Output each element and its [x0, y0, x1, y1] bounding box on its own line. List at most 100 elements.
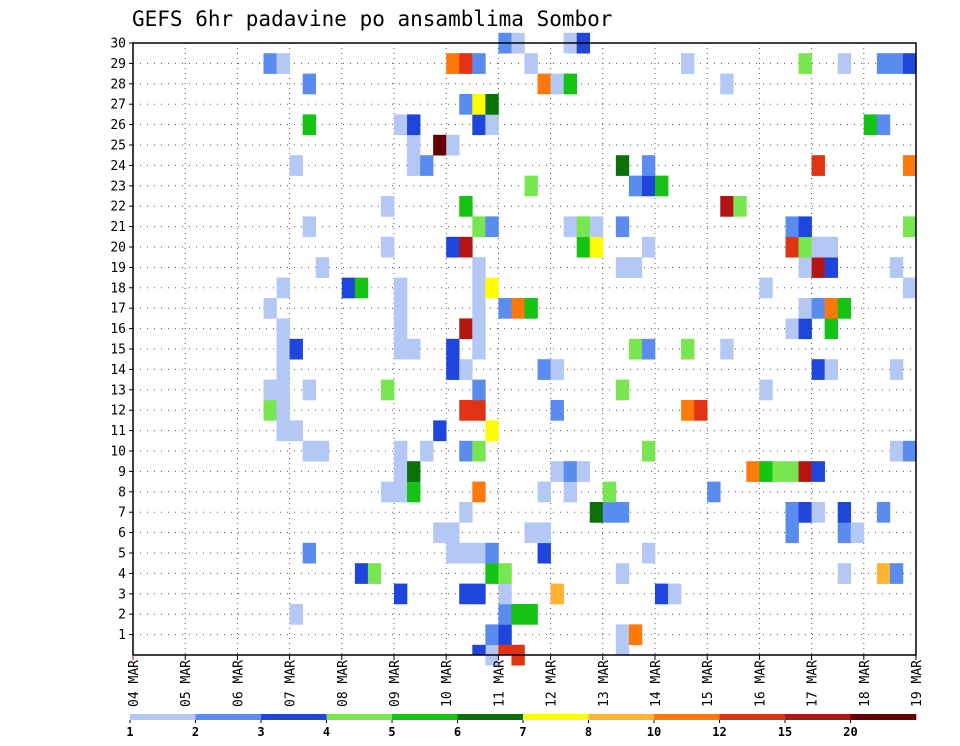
- heatmap-cell: [367, 563, 382, 584]
- heatmap-cell: [276, 53, 290, 74]
- heatmap-cell: [302, 216, 316, 238]
- heatmap-cell: [394, 298, 408, 319]
- heatmap-cell: [485, 277, 499, 299]
- heatmap-cell: [576, 216, 591, 238]
- heatmap-cell: [837, 298, 852, 319]
- heatmap-cell: [276, 318, 290, 340]
- heatmap-cell: [302, 114, 316, 136]
- y-tick-label: 23: [110, 179, 126, 194]
- heatmap-cell: [785, 502, 799, 523]
- heatmap-cell: [550, 73, 564, 95]
- heatmap-cell: [394, 318, 408, 340]
- heatmap-cell: [276, 379, 290, 401]
- heatmap-cell: [811, 236, 825, 258]
- heatmap-cell: [550, 359, 564, 380]
- color-legend: 1 2 3 4 5 6 7 8 10 12 15 20: [126, 714, 917, 739]
- heatmap-cell: [394, 338, 408, 360]
- heatmap-cell: [485, 114, 499, 136]
- chart-title: GEFS 6hr padavine po ansamblima Sombor: [132, 7, 612, 31]
- heatmap-cell: [889, 563, 904, 584]
- heatmap-cell: [707, 481, 721, 503]
- heatmap-cell: [615, 257, 630, 278]
- x-tick-label: 18 MAR: [858, 660, 873, 707]
- x-tick-label: 15 MAR: [701, 660, 716, 707]
- heatmap-cell: [876, 53, 891, 74]
- x-tick-label: 11 MAR: [492, 660, 507, 707]
- legend-label: 7: [519, 725, 526, 739]
- heatmap-cell: [641, 155, 656, 176]
- heatmap-cell-edge: [498, 644, 512, 655]
- y-tick-label: 8: [118, 485, 126, 500]
- heatmap-cell: [472, 277, 486, 299]
- heatmap-cell: [863, 114, 878, 136]
- legend-label: 10: [647, 725, 661, 739]
- heatmap-cell: [615, 624, 630, 646]
- heatmap-cell: [720, 196, 734, 217]
- y-tick-label: 25: [110, 139, 126, 154]
- heatmap-cell: [628, 175, 643, 197]
- heatmap-cell: [681, 400, 695, 421]
- heatmap-cell: [380, 379, 395, 401]
- x-tick-label: 19 MAR: [910, 660, 925, 707]
- heatmap-cell: [798, 502, 812, 523]
- legend-label: 8: [585, 725, 592, 739]
- y-tick-label: 19: [110, 261, 126, 276]
- heatmap-cell: [824, 236, 838, 258]
- heatmap-cell: [407, 114, 421, 136]
- heatmap-cell: [785, 318, 799, 340]
- x-tick-label: 13 MAR: [597, 660, 612, 707]
- legend-label: 3: [257, 725, 264, 739]
- heatmap-cell: [615, 155, 630, 176]
- heatmap-cell: [394, 583, 408, 605]
- heatmap-cell: [798, 298, 812, 319]
- heatmap-cell: [524, 298, 538, 319]
- heatmap-cell: [524, 53, 538, 74]
- y-tick-label: 3: [118, 587, 126, 602]
- heatmap-cell: [276, 338, 290, 360]
- heatmap-cell: [759, 461, 773, 482]
- heatmap-cell: [889, 53, 904, 74]
- heatmap-cell: [524, 604, 538, 625]
- heatmap-cell: [472, 216, 486, 238]
- x-tick-label: 16 MAR: [753, 660, 768, 707]
- y-tick-label: 20: [110, 241, 126, 256]
- heatmap-cell: [785, 461, 799, 482]
- heatmap-cell: [354, 563, 369, 584]
- x-tick-label: 05 MAR: [179, 660, 194, 707]
- heatmap-cell: [302, 440, 316, 462]
- heatmap-cell: [785, 522, 799, 544]
- legend-swatch: [523, 714, 589, 720]
- heatmap-cell: [472, 379, 486, 401]
- legend-swatch: [850, 714, 917, 720]
- grid-lines: [133, 43, 916, 655]
- heatmap-cell: [276, 277, 290, 299]
- heatmap-cell-edge: [615, 644, 630, 655]
- heatmap-cell: [563, 73, 577, 95]
- heatmap-cell: [681, 338, 695, 360]
- heatmap-cell: [511, 298, 525, 319]
- legend-label: 5: [388, 725, 395, 739]
- heatmap-cell: [837, 522, 852, 544]
- heatmap-cell: [459, 440, 473, 462]
- heatmap-cell: [446, 53, 460, 74]
- heatmap-cell-edge: [472, 644, 486, 655]
- legend-swatch: [588, 714, 655, 720]
- y-tick-label: 10: [110, 445, 126, 460]
- heatmap-cell: [537, 481, 551, 503]
- heatmap-cell: [446, 542, 460, 564]
- heatmap-cell: [850, 522, 865, 544]
- y-tick-label: 26: [110, 118, 126, 133]
- legend-label: 1: [126, 725, 133, 739]
- heatmap-cell: [263, 379, 277, 401]
- heatmap-cell: [902, 53, 917, 74]
- heatmap-cell: [472, 542, 486, 564]
- heatmap-cell: [459, 94, 473, 115]
- legend-swatch: [392, 714, 458, 720]
- x-tick-label: 06 MAR: [231, 660, 246, 707]
- legend-swatch: [785, 714, 851, 720]
- heatmap-cell: [902, 155, 917, 176]
- x-tick-label: 10 MAR: [440, 660, 455, 707]
- heatmap-cell: [459, 196, 473, 217]
- legend-swatch: [261, 714, 327, 720]
